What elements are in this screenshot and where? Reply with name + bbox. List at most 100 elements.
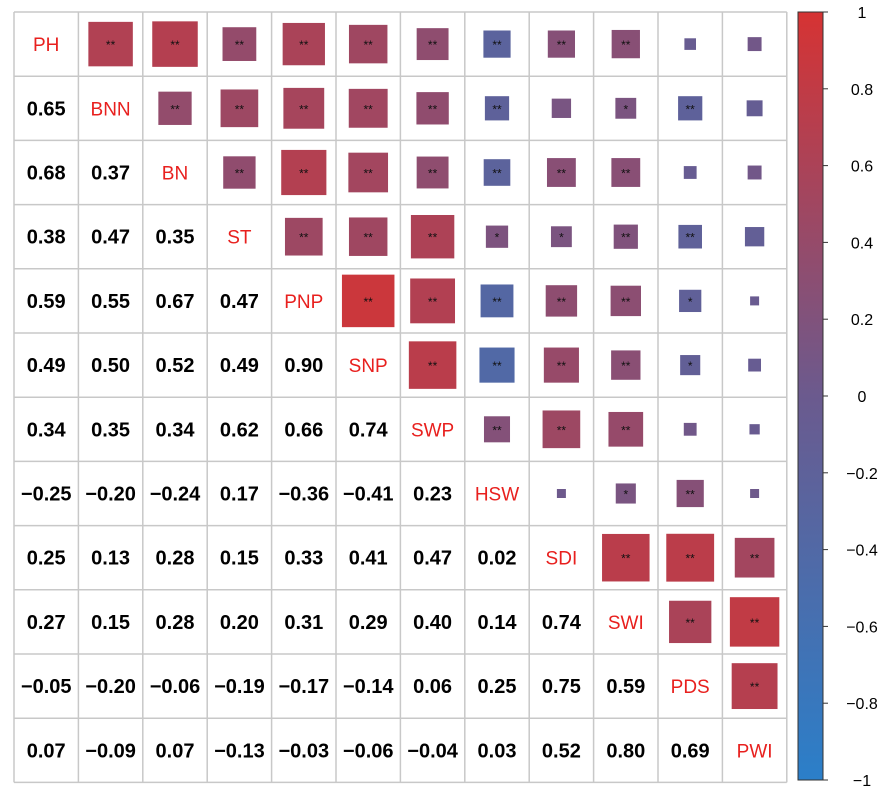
correlation-value: 0.80 (606, 740, 645, 762)
significance-marker: ** (557, 167, 567, 181)
correlation-value: 0.55 (91, 291, 130, 313)
correlation-square (668, 599, 713, 645)
correlation-value: 0.02 (478, 548, 517, 570)
correlation-square (415, 27, 450, 62)
correlation-value: 0.15 (91, 612, 130, 634)
colorbar-tick-label: 0 (858, 389, 867, 406)
correlation-square (415, 91, 450, 126)
correlation-square (478, 346, 516, 384)
correlation-square (610, 157, 642, 188)
variable-label: HSW (475, 485, 519, 506)
correlation-value: −0.41 (343, 484, 394, 506)
variable-label: SWP (411, 420, 454, 441)
correlation-square (678, 288, 703, 314)
correlation-square (221, 26, 258, 62)
correlation-square (407, 340, 458, 390)
correlation-square (614, 96, 638, 120)
correlation-square (219, 88, 260, 129)
colorbar-tick-label: −0.4 (846, 543, 878, 560)
colorbar-tick-label: 0.8 (851, 82, 873, 99)
variable-label: BNN (91, 99, 131, 120)
correlation-square (675, 478, 705, 509)
significance-marker: ** (557, 38, 567, 52)
significance-marker: ** (557, 423, 567, 437)
variable-label: PWI (737, 741, 773, 762)
correlation-square (749, 488, 761, 499)
correlation-square (614, 482, 637, 505)
significance-marker: ** (492, 102, 502, 116)
significance-marker: ** (686, 231, 696, 245)
correlation-value: 0.34 (27, 419, 67, 441)
correlation-square (483, 95, 511, 122)
variable-label: PDS (671, 677, 710, 698)
correlation-value: −0.20 (85, 484, 136, 506)
correlation-value: 0.07 (156, 740, 195, 762)
significance-marker: ** (170, 102, 180, 116)
significance-marker: ** (364, 38, 374, 52)
colorbar-tick-label: 0.2 (851, 312, 873, 329)
correlation-value: 0.06 (413, 676, 452, 698)
significance-marker: ** (492, 359, 502, 373)
correlation-value: −0.06 (150, 676, 201, 698)
correlation-value: −0.24 (150, 484, 201, 506)
correlation-square (746, 36, 763, 53)
correlation-value: −0.05 (21, 676, 72, 698)
correlation-value: 0.49 (220, 355, 259, 377)
correlation-square (749, 295, 761, 307)
matrix-cells: PH ** ** ** ** ** ** ** ** **0.65 BNN ** ** ** ** ** ** *… (21, 20, 781, 762)
correlation-value: 0.35 (156, 227, 195, 249)
significance-marker: ** (686, 552, 696, 566)
correlation-value: 0.07 (27, 740, 66, 762)
correlation-value: −0.19 (214, 676, 265, 698)
significance-marker: ** (621, 231, 631, 245)
significance-marker: ** (299, 102, 309, 116)
correlation-value: 0.74 (542, 612, 582, 634)
correlation-square (541, 409, 582, 450)
correlation-value: 0.35 (91, 419, 130, 441)
significance-marker: ** (170, 38, 180, 52)
correlation-value: 0.68 (27, 163, 66, 185)
correlation-value: 0.29 (349, 612, 388, 634)
correlation-square (409, 213, 456, 260)
colorbar-bar (797, 11, 824, 781)
correlation-square (347, 151, 390, 194)
correlation-value: 0.74 (349, 419, 389, 441)
correlation-value: 0.47 (91, 227, 130, 249)
correlation-square (677, 95, 704, 122)
significance-marker: ** (621, 423, 631, 437)
correlation-square (682, 421, 698, 437)
significance-marker: ** (621, 359, 631, 373)
significance-marker: ** (364, 231, 374, 245)
correlation-square (743, 226, 766, 248)
correlation-square (409, 277, 457, 325)
correlation-value: 0.25 (27, 548, 66, 570)
correlation-value: 0.33 (284, 548, 323, 570)
significance-marker: ** (299, 38, 309, 52)
significance-marker: ** (492, 295, 502, 309)
correlation-square (730, 662, 779, 711)
significance-marker: ** (686, 102, 696, 116)
correlation-value: 0.14 (478, 612, 518, 634)
correlation-value: 0.75 (542, 676, 581, 698)
significance-marker: ** (428, 167, 438, 181)
significance-marker: * (688, 295, 693, 309)
correlation-square (484, 224, 510, 249)
correlation-value: 0.66 (284, 419, 323, 441)
colorbar: 1 0.8 0.6 0.4 0.2 0 −0.2 −0.4 −0.6 −0.8 −1 (797, 5, 878, 790)
correlation-square (347, 216, 389, 257)
significance-marker: ** (428, 359, 438, 373)
correlation-value: 0.52 (542, 740, 581, 762)
correlation-value: −0.06 (343, 740, 394, 762)
correlation-value: 0.52 (156, 355, 195, 377)
correlation-value: −0.03 (278, 740, 329, 762)
correlation-square (347, 87, 389, 129)
colorbar-tick-label: −0.6 (846, 619, 878, 636)
significance-marker: ** (428, 38, 438, 52)
correlation-square (340, 273, 396, 329)
correlation-value: −0.17 (278, 676, 329, 698)
correlation-value: −0.09 (85, 740, 136, 762)
correlation-square (679, 354, 702, 377)
colorbar-tick-label: 1 (858, 5, 867, 22)
significance-marker: ** (492, 38, 502, 52)
